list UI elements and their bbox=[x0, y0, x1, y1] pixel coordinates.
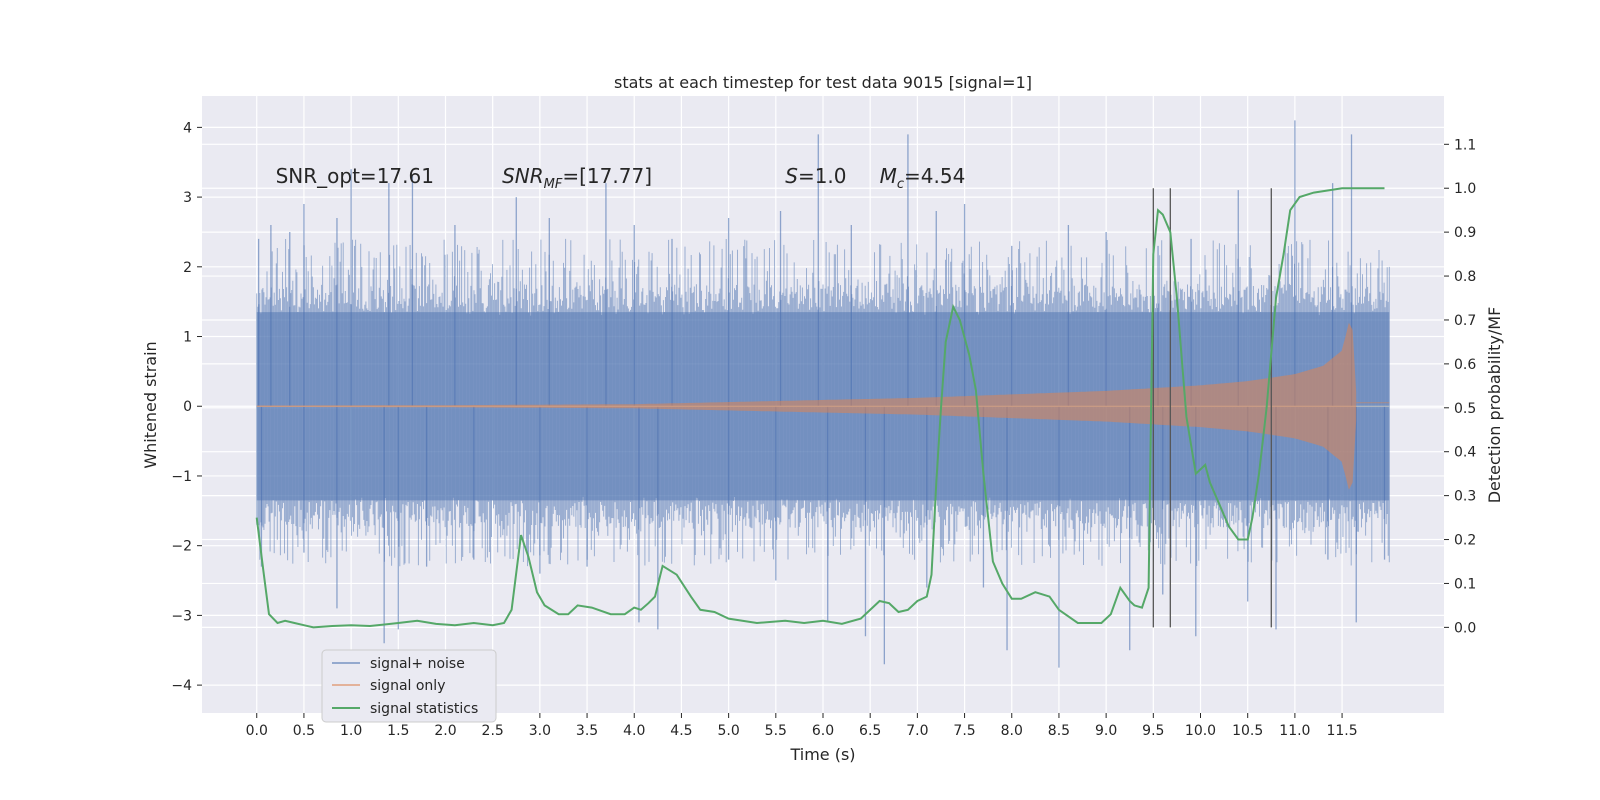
y-tick-label-right: 0.9 bbox=[1454, 225, 1476, 241]
x-tick-label: 0.0 bbox=[246, 723, 268, 739]
y-tick-label-left: 0 bbox=[183, 399, 192, 415]
axis-ticks: 0.0 0.5 1.0 1.5 2.0 2.5 3.0 3.5 4.0 4.5 5.0 5.5 6.0 6… bbox=[171, 120, 1476, 739]
y-tick-label-left: −4 bbox=[171, 678, 192, 694]
x-tick-label: 3.0 bbox=[529, 723, 551, 739]
y-tick-label-right: 0.6 bbox=[1454, 357, 1476, 373]
legend-box bbox=[321, 649, 497, 723]
x-tick-label: 1.5 bbox=[387, 723, 409, 739]
legend-label-signal-only: signal only bbox=[370, 678, 445, 694]
x-tick-label: 4.5 bbox=[670, 723, 692, 739]
y-tick-label-left: 2 bbox=[183, 260, 192, 276]
x-tick-label: 5.0 bbox=[717, 723, 739, 739]
x-axis-label: Time (s) bbox=[789, 745, 855, 764]
x-tick-label: 4.0 bbox=[623, 723, 645, 739]
y-axis-label-left: Whitened strain bbox=[141, 341, 160, 468]
x-tick-label: 2.0 bbox=[434, 723, 456, 739]
legend-label-signal-noise: signal+ noise bbox=[370, 656, 465, 672]
x-tick-label: 7.0 bbox=[906, 723, 928, 739]
y-tick-label-right: 0.8 bbox=[1454, 269, 1476, 285]
x-tick-label: 6.0 bbox=[812, 723, 834, 739]
legend-label-signal-statistics: signal statistics bbox=[370, 701, 478, 717]
x-tick-label: 3.5 bbox=[576, 723, 598, 739]
y-tick-label-left: 4 bbox=[183, 120, 192, 136]
y-tick-label-left: 3 bbox=[183, 190, 192, 206]
x-tick-label: 10.0 bbox=[1185, 723, 1216, 739]
x-tick-label: 11.5 bbox=[1326, 723, 1357, 739]
x-tick-label: 5.5 bbox=[765, 723, 787, 739]
signal-statistics-series bbox=[255, 187, 1385, 629]
y-tick-label-left: −2 bbox=[171, 539, 192, 555]
chart-title: stats at each timestep for test data 901… bbox=[614, 73, 1032, 92]
x-tick-label: 2.5 bbox=[482, 723, 504, 739]
y-tick-label-left: 1 bbox=[183, 330, 192, 346]
y-tick-label-right: 1.1 bbox=[1454, 137, 1476, 153]
signal-statistics-line bbox=[255, 187, 1385, 629]
annotation-text: SNR_opt=17.61 bbox=[276, 164, 434, 188]
y-tick-label-right: 0.2 bbox=[1454, 533, 1476, 549]
y-axis-label-right: Detection probability/MF bbox=[1485, 307, 1504, 504]
signal-only-series bbox=[256, 322, 1390, 490]
y-tick-label-right: 0.0 bbox=[1454, 620, 1476, 636]
x-tick-label: 11.0 bbox=[1279, 723, 1310, 739]
x-tick-label: 7.5 bbox=[953, 723, 975, 739]
x-tick-label: 8.5 bbox=[1048, 723, 1070, 739]
y-tick-label-left: −3 bbox=[171, 608, 192, 624]
y-tick-label-right: 0.3 bbox=[1454, 489, 1476, 505]
x-tick-label: 9.0 bbox=[1095, 723, 1117, 739]
x-tick-label: 6.5 bbox=[859, 723, 881, 739]
annotation-text: S=1.0 bbox=[785, 164, 846, 188]
legend: signal+ noise signal only signal statist… bbox=[321, 649, 497, 723]
y-tick-label-right: 0.4 bbox=[1454, 445, 1476, 461]
x-tick-label: 8.0 bbox=[1001, 723, 1023, 739]
x-tick-label: 1.0 bbox=[340, 723, 362, 739]
annotation-text: Mc=4.54 bbox=[880, 164, 966, 192]
y-tick-label-right: 0.7 bbox=[1454, 313, 1476, 329]
x-tick-label: 10.5 bbox=[1232, 723, 1263, 739]
annotations: SNR_opt=17.61 SNRMF=[17.77] S=1.0 Mc=4.54 bbox=[276, 164, 966, 192]
y-tick-label-right: 1.0 bbox=[1454, 181, 1476, 197]
x-tick-label: 0.5 bbox=[293, 723, 315, 739]
y-tick-label-right: 0.1 bbox=[1454, 576, 1476, 592]
y-tick-label-right: 0.5 bbox=[1454, 401, 1476, 417]
y-tick-label-left: −1 bbox=[171, 469, 192, 485]
x-tick-label: 9.5 bbox=[1142, 723, 1164, 739]
annotation-text: SNRMF=[17.77] bbox=[502, 164, 652, 192]
chirp-envelope bbox=[256, 322, 1357, 490]
